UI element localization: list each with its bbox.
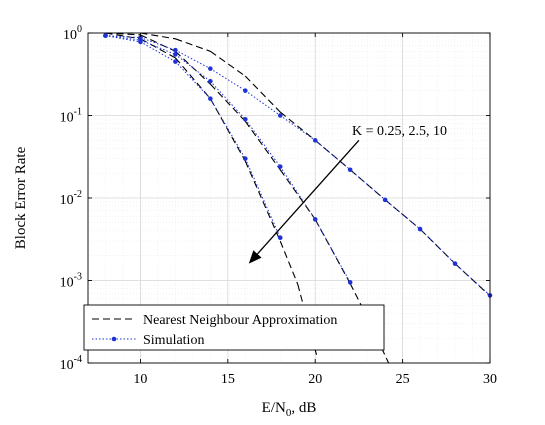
- legend-label-simulation: Simulation: [143, 333, 204, 348]
- y-tick-label: 10-4: [60, 354, 82, 373]
- x-axis-label-tail: , dB: [291, 400, 316, 416]
- simulation-point: [208, 66, 213, 71]
- markers: [103, 33, 493, 298]
- simulation-point: [138, 39, 143, 45]
- simulation-point: [277, 113, 283, 118]
- legend-marker-simulation: [111, 336, 117, 342]
- annotation: K = 0.25, 2.5, 10: [248, 124, 447, 264]
- approximation-curve: [105, 32, 318, 357]
- simulation-point: [208, 96, 213, 101]
- y-tick-label: 10-1: [60, 107, 82, 126]
- x-axis-label-main: E/N: [262, 400, 286, 416]
- simulation-point: [312, 138, 318, 143]
- y-tick-label: 100: [63, 24, 82, 43]
- x-axis-label: E/N0, dB: [262, 400, 317, 419]
- simulation-point: [243, 88, 248, 93]
- annotation-text: K = 0.25, 2.5, 10: [352, 124, 447, 139]
- simulation-curve: [105, 35, 491, 296]
- x-tick-label: 20: [308, 372, 322, 387]
- simulation-point: [347, 280, 353, 285]
- simulation-point: [243, 116, 248, 122]
- annotation-arrowhead: [248, 250, 262, 264]
- annotation-arrow: [256, 139, 360, 255]
- y-tick-label: 10-2: [60, 189, 82, 208]
- simulation-point: [277, 164, 283, 169]
- simulation-point: [208, 78, 213, 84]
- simulation-curve: [105, 35, 281, 238]
- x-axis-label-sub: 0: [286, 407, 292, 419]
- simulation-point: [382, 197, 388, 203]
- legend-box: [83, 304, 385, 351]
- simulation-point: [277, 235, 283, 241]
- x-tick-label: 10: [133, 372, 147, 387]
- ticks: 10 15 20 25 30 100 10-1 10-2 10-3 10-4: [60, 24, 497, 387]
- simulation-point: [173, 47, 178, 53]
- grid: [88, 32, 491, 364]
- simulation-point: [452, 261, 458, 266]
- legend: Nearest Neighbour Approximation Simulati…: [83, 304, 385, 351]
- y-axis-label: Block Error Rate: [13, 146, 29, 249]
- simulation-point: [347, 167, 353, 173]
- legend-label-approximation: Nearest Neighbour Approximation: [143, 313, 337, 328]
- x-tick-label: 30: [483, 372, 497, 387]
- y-tick-label: 10-3: [60, 272, 82, 291]
- simulation-point: [173, 52, 178, 57]
- simulation-point: [312, 217, 318, 222]
- simulation-point: [243, 156, 248, 161]
- x-tick-label: 15: [221, 372, 235, 387]
- simulation-point: [417, 226, 423, 232]
- simulation-curve: [105, 35, 351, 283]
- x-tick-label: 25: [396, 372, 410, 387]
- simulation-point: [173, 59, 178, 64]
- simulation-point: [103, 33, 108, 38]
